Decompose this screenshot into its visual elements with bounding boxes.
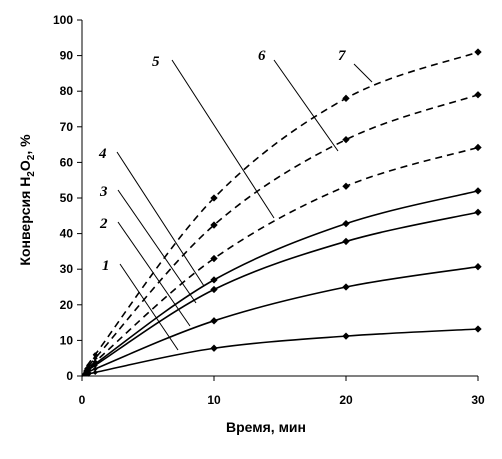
data-point-3 <box>474 208 482 216</box>
y-axis-title-mid: O <box>17 160 33 171</box>
curve-leader-2 <box>117 221 191 327</box>
data-point-3 <box>342 237 350 246</box>
data-point-2 <box>474 263 482 271</box>
curve-label-6: 6 <box>258 48 266 64</box>
series-line-1 <box>81 328 479 377</box>
series-line-6 <box>81 94 479 377</box>
curve-label-1: 1 <box>102 258 110 274</box>
curve-leader-1 <box>119 263 179 351</box>
series-line-7 <box>81 51 479 377</box>
x-axis-title: Время, мин <box>226 419 306 435</box>
y-axis-title-tail: , % <box>17 134 33 155</box>
x-tick-label: 10 <box>207 393 221 407</box>
curve-label-4: 4 <box>98 146 107 162</box>
y-tick-label: 70 <box>60 120 74 134</box>
data-point-6 <box>210 221 218 229</box>
y-tick-label: 90 <box>60 49 74 63</box>
y-tick-label: 100 <box>53 13 73 27</box>
data-point-7 <box>474 48 482 56</box>
data-point-2 <box>210 317 218 325</box>
x-tick-label: 20 <box>339 393 353 407</box>
y-tick-label: 0 <box>66 369 73 383</box>
x-tick-label: 30 <box>471 393 485 407</box>
curve-label-7: 7 <box>338 48 346 64</box>
curve-label-5: 5 <box>152 54 160 70</box>
y-tick-label: 40 <box>60 227 74 241</box>
x-tick-label: 0 <box>79 393 86 407</box>
data-point-1 <box>474 325 482 333</box>
data-point-1 <box>342 332 350 340</box>
y-axis-title-sub2: 2 <box>26 154 37 160</box>
y-tick-label: 80 <box>60 84 74 98</box>
data-point-3 <box>210 285 218 294</box>
series-line-5 <box>81 146 479 377</box>
y-tick-label: 30 <box>60 262 74 276</box>
curve-label-3: 3 <box>99 184 108 200</box>
data-point-4 <box>210 276 218 284</box>
curve-leader-7 <box>353 63 373 83</box>
data-point-4 <box>474 187 482 195</box>
data-point-1 <box>210 344 218 352</box>
y-tick-label: 60 <box>60 155 74 169</box>
curve-leader-4 <box>116 151 205 287</box>
curve-leader-5 <box>171 59 275 219</box>
data-point-5 <box>342 182 350 190</box>
data-point-5 <box>474 143 482 152</box>
data-point-2 <box>342 283 350 291</box>
y-tick-label: 50 <box>60 191 74 205</box>
y-axis-title-main: Конверсия H <box>17 177 33 266</box>
data-point-6 <box>342 135 350 144</box>
data-point-7 <box>210 194 218 202</box>
data-point-5 <box>210 254 218 263</box>
series-line-2 <box>81 265 479 377</box>
curve-leader-3 <box>117 189 197 304</box>
series-line-3 <box>81 211 479 377</box>
y-axis-title-sub1: 2 <box>26 171 37 177</box>
curve-leader-6 <box>273 59 339 152</box>
data-point-1 <box>92 369 98 375</box>
data-point-6 <box>474 91 482 99</box>
curve-label-2: 2 <box>99 216 108 232</box>
y-tick-label: 10 <box>60 333 74 347</box>
data-point-4 <box>342 219 350 228</box>
data-point-7 <box>342 94 350 102</box>
y-tick-label: 20 <box>60 298 74 312</box>
y-axis-title: Конверсия H2O2, % <box>17 134 37 266</box>
